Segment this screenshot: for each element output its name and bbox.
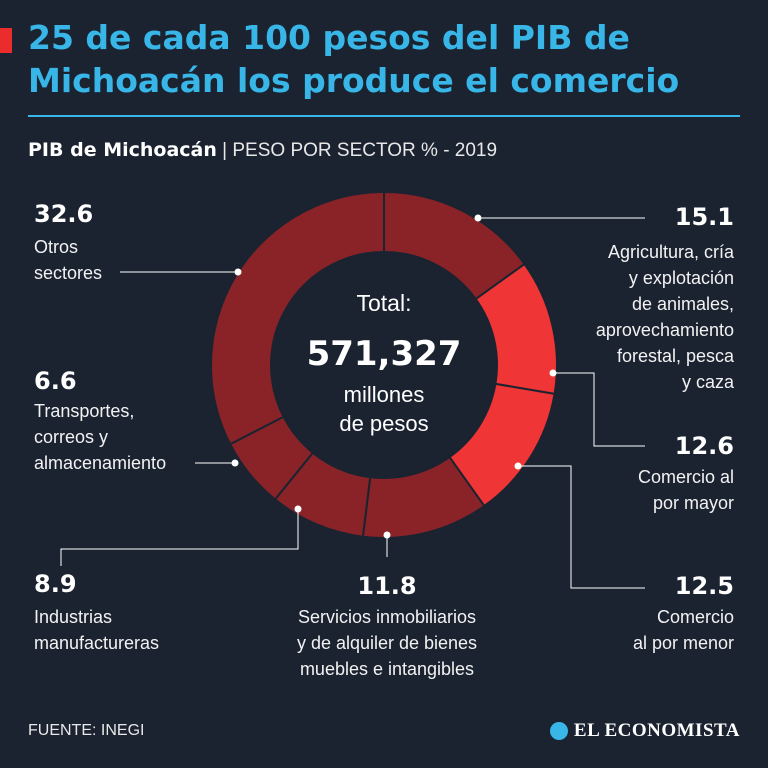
leader-line-mayor: [553, 372, 645, 447]
brand-mark-icon: [549, 722, 568, 740]
donut-slice-6: [210, 190, 385, 446]
label-mayor: Comercio al por mayor: [638, 464, 734, 516]
leader-dot-mayor: [549, 369, 557, 377]
donut-slices: [210, 190, 558, 539]
chart-subtitle: PIB de Michoacán | PESO POR SECTOR % - 2…: [28, 138, 497, 163]
value-otros: 32.6: [34, 200, 94, 228]
label-manuf-line: Industrias: [34, 607, 113, 627]
leader-dot-manuf: [294, 505, 302, 513]
total-value: 571,327: [306, 334, 462, 374]
label-agri-line: Agricultura, cría: [607, 242, 734, 262]
brand-logo: EL ECONOMISTA: [549, 720, 740, 742]
label-mayor-line: Comercio al: [637, 467, 734, 487]
label-inmob-line: muebles e intangibles: [299, 659, 475, 679]
title-divider: [28, 115, 740, 117]
label-menor-line: al por menor: [632, 633, 734, 653]
leader-line-manuf: [60, 509, 299, 566]
label-manuf: Industrias manufactureras: [34, 604, 159, 656]
total-unit-line-1: millones: [343, 382, 425, 407]
label-inmob-line: Servicios inmobiliarios: [297, 607, 477, 627]
subtitle-light: | PESO POR SECTOR % - 2019: [222, 140, 498, 161]
value-menor: 12.5: [674, 572, 734, 600]
label-agri-line: aprovechamiento: [595, 320, 734, 340]
source-note: FUENTE: INEGI: [28, 722, 145, 739]
label-inmob: Servicios inmobiliarios y de alquiler de…: [254, 604, 520, 682]
label-mayor-line: por mayor: [652, 493, 734, 513]
label-otros-line: Otros: [34, 237, 79, 257]
label-otros-line: sectores: [34, 263, 103, 283]
label-agri-line: y caza: [681, 372, 734, 392]
label-transp-line: Transportes,: [34, 401, 135, 421]
total-label: Total:: [356, 290, 412, 316]
label-otros: Otros sectores: [34, 234, 102, 286]
label-transp-line: almacenamiento: [34, 453, 167, 473]
label-transp: Transportes, correos y almacenamiento: [34, 398, 166, 476]
label-inmob-line: y de alquiler de bienes: [296, 633, 478, 653]
leader-dots: [231, 214, 557, 539]
subtitle-strong: PIB de Michoacán: [28, 139, 217, 161]
label-transp-line: correos y: [34, 427, 109, 447]
total-unit-line-2: de pesos: [339, 411, 429, 436]
leader-dot-agri: [474, 214, 482, 222]
label-menor-line: Comercio: [656, 607, 734, 627]
value-manuf: 8.9: [34, 570, 77, 598]
total-unit: millones de pesos: [294, 380, 474, 438]
leader-dot-menor: [514, 462, 522, 470]
leader-dot-transp: [231, 459, 239, 467]
label-agri: Agricultura, cría y explotación de anima…: [596, 239, 734, 395]
title-line-2: Michoacán los produce el comercio: [28, 61, 680, 100]
leader-dot-otros: [234, 268, 242, 276]
label-agri-line: de animales,: [631, 294, 734, 314]
title-line-1: 25 de cada 100 pesos del PIB de: [28, 18, 630, 57]
page-title: 25 de cada 100 pesos del PIB de Michoacá…: [28, 16, 748, 102]
value-transp: 6.6: [34, 367, 77, 395]
leader-lines: [60, 217, 645, 589]
title-accent-bar: [0, 28, 12, 53]
brand-name: EL ECONOMISTA: [573, 720, 740, 741]
leader-dot-inmob: [383, 531, 391, 539]
label-agri-line: forestal, pesca: [616, 346, 734, 366]
value-inmob: 11.8: [357, 572, 417, 600]
leader-line-menor: [518, 465, 645, 589]
value-mayor: 12.6: [674, 432, 734, 460]
label-agri-line: y explotación: [628, 268, 734, 288]
label-manuf-line: manufactureras: [34, 633, 160, 653]
value-agri: 15.1: [674, 203, 734, 231]
label-menor: Comercio al por menor: [633, 604, 734, 656]
